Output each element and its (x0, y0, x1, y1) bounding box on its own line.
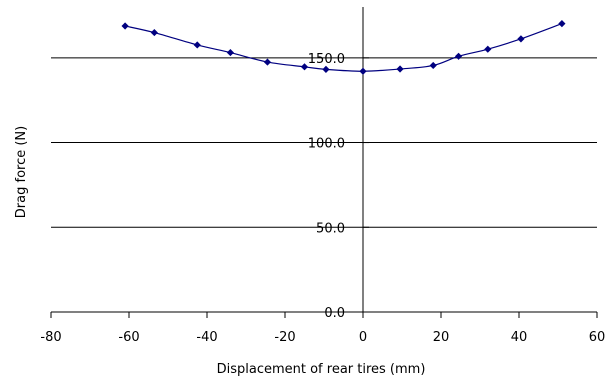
data-point-marker (263, 58, 272, 66)
y-tick-label: 150.0 (308, 52, 345, 67)
x-tick-label: 20 (433, 330, 450, 345)
axes (50, 7, 598, 318)
data-point-marker (517, 35, 525, 43)
data-point-marker (359, 67, 367, 75)
data-point-marker (322, 65, 330, 73)
y-tick-label: 100.0 (308, 137, 345, 152)
y-tick-label: 50.0 (316, 221, 345, 236)
x-tick-label: -80 (40, 330, 61, 345)
x-tick-label: 60 (589, 330, 606, 345)
x-tick-label: 0 (359, 330, 367, 345)
data-point-marker (484, 45, 492, 53)
data-point-marker (396, 65, 404, 73)
tick-labels: -80 -60 -40 -20 0 20 40 60 0.0 50.0 100.0 150.0 (40, 52, 605, 345)
x-tick-label: 40 (511, 330, 528, 345)
data-point-marker (300, 63, 309, 71)
data-point-marker (454, 52, 463, 60)
data-point-marker (193, 41, 201, 49)
gridlines (51, 57, 597, 228)
data-point-marker (121, 22, 129, 30)
data-series (121, 20, 566, 75)
data-point-marker (226, 48, 234, 57)
x-tick-label: -40 (196, 330, 217, 345)
y-tick-label: 0.0 (324, 306, 345, 321)
data-point-marker (150, 28, 158, 37)
data-point-marker (558, 20, 566, 28)
data-point-marker (429, 61, 437, 70)
x-tick-label: -60 (118, 330, 139, 345)
y-axis-title: Drag force (N) (14, 126, 29, 218)
x-tick-label: -20 (274, 330, 295, 345)
x-axis-title: Displacement of rear tires (mm) (217, 362, 426, 377)
